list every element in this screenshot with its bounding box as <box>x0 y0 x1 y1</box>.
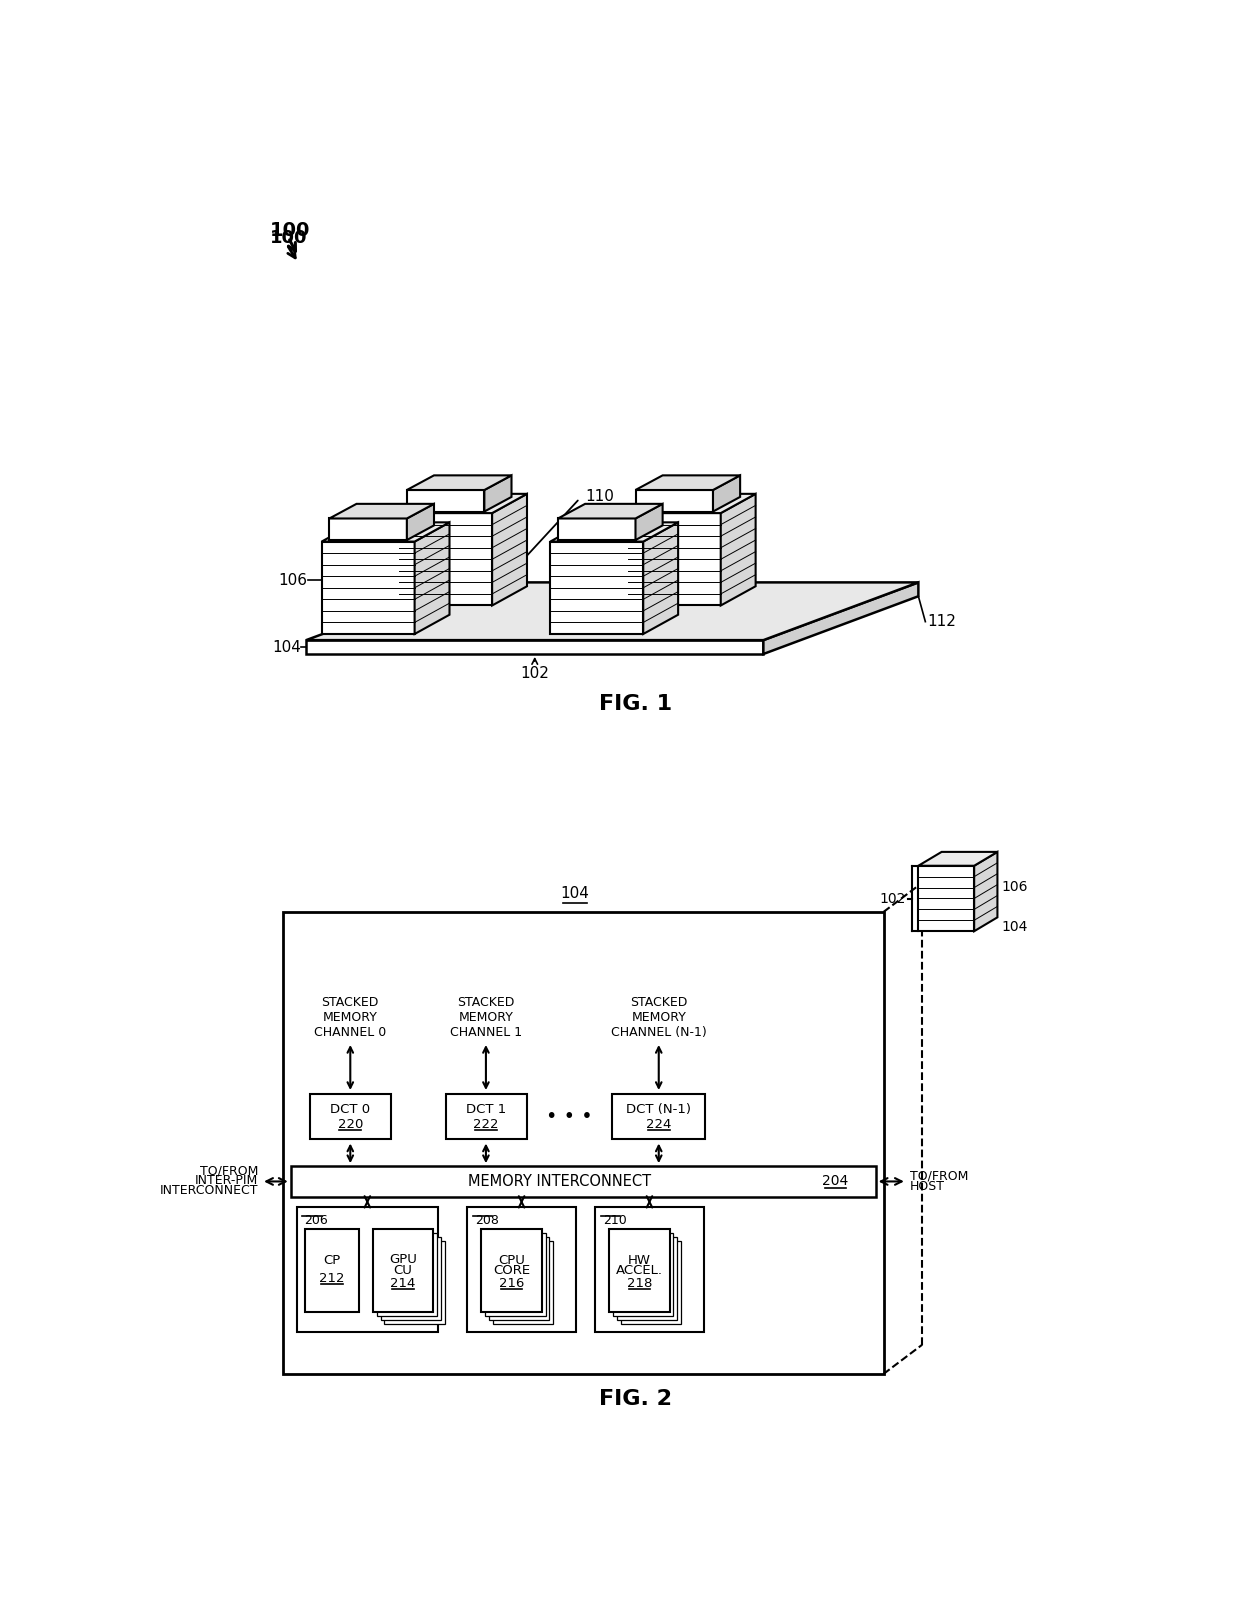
Text: 104: 104 <box>560 886 589 901</box>
Polygon shape <box>407 475 511 490</box>
Text: 208: 208 <box>475 1214 498 1227</box>
FancyBboxPatch shape <box>494 1240 553 1323</box>
Polygon shape <box>627 494 755 514</box>
Text: CP: CP <box>324 1254 340 1267</box>
Polygon shape <box>407 490 485 512</box>
Text: FIG. 1: FIG. 1 <box>599 694 672 714</box>
Polygon shape <box>627 514 720 605</box>
Text: 224: 224 <box>646 1118 671 1131</box>
Text: DCT 0: DCT 0 <box>330 1102 371 1115</box>
FancyBboxPatch shape <box>618 1237 677 1320</box>
Polygon shape <box>644 522 678 634</box>
Text: HOST: HOST <box>910 1181 945 1194</box>
Polygon shape <box>635 475 740 490</box>
Text: TO/FROM: TO/FROM <box>200 1165 258 1178</box>
Polygon shape <box>485 475 511 512</box>
FancyBboxPatch shape <box>305 1229 358 1312</box>
Polygon shape <box>720 494 755 605</box>
Text: 104: 104 <box>272 640 301 654</box>
Polygon shape <box>551 541 644 634</box>
Polygon shape <box>399 494 527 514</box>
Polygon shape <box>321 522 449 541</box>
Text: MEMORY INTERCONNECT: MEMORY INTERCONNECT <box>467 1174 651 1189</box>
Text: TO/FROM: TO/FROM <box>910 1170 968 1182</box>
FancyBboxPatch shape <box>467 1206 575 1331</box>
FancyBboxPatch shape <box>489 1237 549 1320</box>
Text: ACCEL.: ACCEL. <box>616 1264 663 1277</box>
Text: 220: 220 <box>337 1118 363 1131</box>
FancyBboxPatch shape <box>613 1094 706 1139</box>
Text: 210: 210 <box>603 1214 626 1227</box>
Polygon shape <box>330 504 434 518</box>
Text: GPU: GPU <box>389 1253 417 1266</box>
FancyBboxPatch shape <box>445 1094 527 1139</box>
Polygon shape <box>919 866 975 931</box>
Polygon shape <box>306 582 919 640</box>
FancyBboxPatch shape <box>377 1234 438 1317</box>
Polygon shape <box>492 494 527 605</box>
Polygon shape <box>306 640 764 654</box>
FancyBboxPatch shape <box>290 1166 875 1197</box>
Text: DCT 1: DCT 1 <box>466 1102 506 1115</box>
FancyBboxPatch shape <box>381 1237 441 1320</box>
Polygon shape <box>414 522 449 634</box>
Text: INTERCONNECT: INTERCONNECT <box>160 1184 258 1197</box>
Text: 106: 106 <box>1002 880 1028 894</box>
FancyBboxPatch shape <box>373 1229 433 1312</box>
Polygon shape <box>975 851 997 931</box>
Text: 204: 204 <box>822 1174 848 1189</box>
Polygon shape <box>635 504 662 541</box>
Polygon shape <box>321 541 414 634</box>
Text: 104: 104 <box>1002 920 1028 934</box>
Text: 206: 206 <box>305 1214 329 1227</box>
Polygon shape <box>635 490 713 512</box>
FancyBboxPatch shape <box>595 1206 704 1331</box>
Polygon shape <box>330 518 407 541</box>
Text: 100: 100 <box>270 221 310 240</box>
FancyBboxPatch shape <box>485 1234 546 1317</box>
Text: INTER-PIM: INTER-PIM <box>195 1174 258 1187</box>
Text: 212: 212 <box>319 1272 345 1285</box>
Text: 218: 218 <box>626 1277 652 1290</box>
Polygon shape <box>764 582 919 654</box>
FancyBboxPatch shape <box>481 1229 542 1312</box>
Text: 100: 100 <box>270 229 308 246</box>
Text: CPU: CPU <box>498 1254 525 1267</box>
Text: 102: 102 <box>879 891 906 906</box>
FancyBboxPatch shape <box>613 1234 673 1317</box>
Text: FIG. 2: FIG. 2 <box>599 1389 672 1410</box>
FancyBboxPatch shape <box>621 1240 681 1323</box>
Text: HW: HW <box>627 1254 651 1267</box>
Text: 110: 110 <box>585 490 614 504</box>
FancyBboxPatch shape <box>384 1240 445 1323</box>
Polygon shape <box>558 504 662 518</box>
FancyBboxPatch shape <box>283 912 883 1374</box>
Polygon shape <box>407 504 434 541</box>
Text: 222: 222 <box>474 1118 498 1131</box>
Text: CORE: CORE <box>494 1264 529 1277</box>
Text: 112: 112 <box>928 614 956 629</box>
Text: STACKED
MEMORY
CHANNEL 0: STACKED MEMORY CHANNEL 0 <box>314 995 387 1038</box>
Polygon shape <box>919 851 997 866</box>
Polygon shape <box>551 522 678 541</box>
Text: CU: CU <box>393 1264 413 1277</box>
Polygon shape <box>399 514 492 605</box>
Text: STACKED
MEMORY
CHANNEL 1: STACKED MEMORY CHANNEL 1 <box>450 995 522 1038</box>
Text: 102: 102 <box>521 666 549 680</box>
Text: 216: 216 <box>498 1277 525 1290</box>
FancyBboxPatch shape <box>609 1229 670 1312</box>
Text: 214: 214 <box>391 1277 415 1290</box>
Text: • • •: • • • <box>547 1107 593 1126</box>
Text: DCT (N-1): DCT (N-1) <box>626 1102 691 1115</box>
Polygon shape <box>558 518 635 541</box>
FancyBboxPatch shape <box>296 1206 438 1331</box>
Text: STACKED
MEMORY
CHANNEL (N-1): STACKED MEMORY CHANNEL (N-1) <box>611 995 707 1038</box>
Text: 106: 106 <box>279 573 308 587</box>
Polygon shape <box>713 475 740 512</box>
FancyBboxPatch shape <box>310 1094 392 1139</box>
